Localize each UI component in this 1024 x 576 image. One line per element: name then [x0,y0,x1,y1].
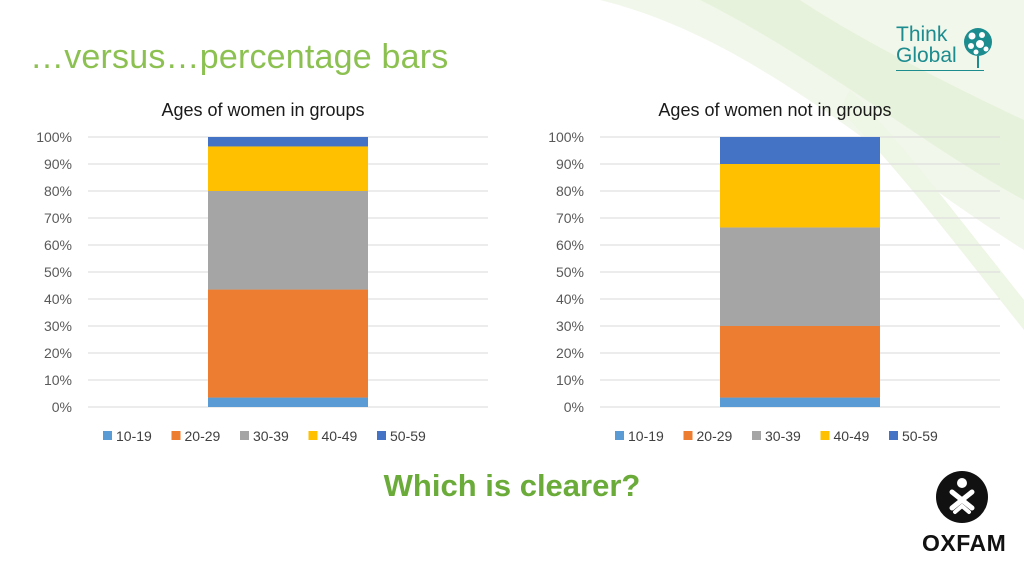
chart-svg: Ages of women not in groups 0% 10% 20% 30% 40… [548,100,1000,444]
legend-label: 20-29 [185,428,221,444]
legend-label: 50-59 [902,428,938,444]
think-global-logo: Think Global [890,24,1000,76]
bar-segment-20-29 [208,289,368,398]
y-tick-label: 60% [44,237,72,253]
legend-label: 30-39 [253,428,289,444]
legend-swatch [889,431,898,440]
bar-segment-10-19 [720,397,880,407]
legend-swatch [103,431,112,440]
y-tick-label: 30% [556,318,584,334]
oxfam-logo: OXFAM [922,470,1007,560]
y-tick-label: 0% [52,399,72,415]
legend-swatch [377,431,386,440]
legend-swatch [820,431,830,440]
bar-segment-40-49 [208,146,368,191]
bar-segment-30-39 [208,191,368,290]
bar-segment-40-49 [720,164,880,228]
y-tick-label: 20% [44,345,72,361]
y-tick-label: 60% [556,237,584,253]
y-tick-label: 50% [556,264,584,280]
chart-svg: Ages of women in groups 0% 10% 20% 30% 40% 50%… [36,100,488,444]
y-tick-label: 70% [44,210,72,226]
y-tick-label: 20% [556,345,584,361]
bar-segment-30-39 [720,227,880,326]
chart-women-in-groups: Ages of women in groups 0% 10% 20% 30% 40% 50%… [0,0,512,460]
legend-label: 50-59 [390,428,426,444]
y-tick-label: 100% [36,129,72,145]
y-tick-label: 10% [44,372,72,388]
y-tick-label: 90% [44,156,72,172]
oxfam-wordmark: OXFAM [922,530,1007,556]
legend-label: 10-19 [628,428,664,444]
bar-segment-20-29 [720,326,880,398]
legend-swatch [683,431,693,440]
y-tick-label: 30% [44,318,72,334]
y-tick-label: 10% [556,372,584,388]
legend-swatch [752,431,761,440]
slide-title: …versus…percentage bars [30,38,449,76]
y-tick-label: 90% [556,156,584,172]
y-tick-label: 100% [548,129,584,145]
legend-swatch [308,431,318,440]
bar-segment-50-59 [720,137,880,164]
think-global-wordmark: Think Global [896,23,957,67]
y-tick-label: 40% [44,291,72,307]
chart-women-not-in-groups: Ages of women not in groups 0% 10% 20% 30% 40… [512,0,1024,460]
oxfam-person-icon [936,471,988,523]
y-tick-label: 40% [556,291,584,307]
bar-segment-10-19 [208,397,368,407]
think-global-underline [896,70,984,71]
legend-label: 20-29 [697,428,733,444]
globe-icon [964,28,992,68]
chart-title: Ages of women not in groups [658,100,891,120]
y-tick-label: 50% [44,264,72,280]
y-tick-label: 80% [44,183,72,199]
legend-swatch [615,431,624,440]
legend-label: 40-49 [834,428,870,444]
question-text: Which is clearer? [383,468,641,503]
legend-swatch [240,431,249,440]
legend-swatch [171,431,181,440]
y-tick-label: 0% [564,399,584,415]
y-tick-label: 70% [556,210,584,226]
legend-label: 40-49 [322,428,358,444]
legend-label: 30-39 [765,428,801,444]
chart-title: Ages of women in groups [161,100,364,120]
legend-label: 10-19 [116,428,152,444]
bar-segment-50-59 [208,137,368,147]
y-tick-label: 80% [556,183,584,199]
